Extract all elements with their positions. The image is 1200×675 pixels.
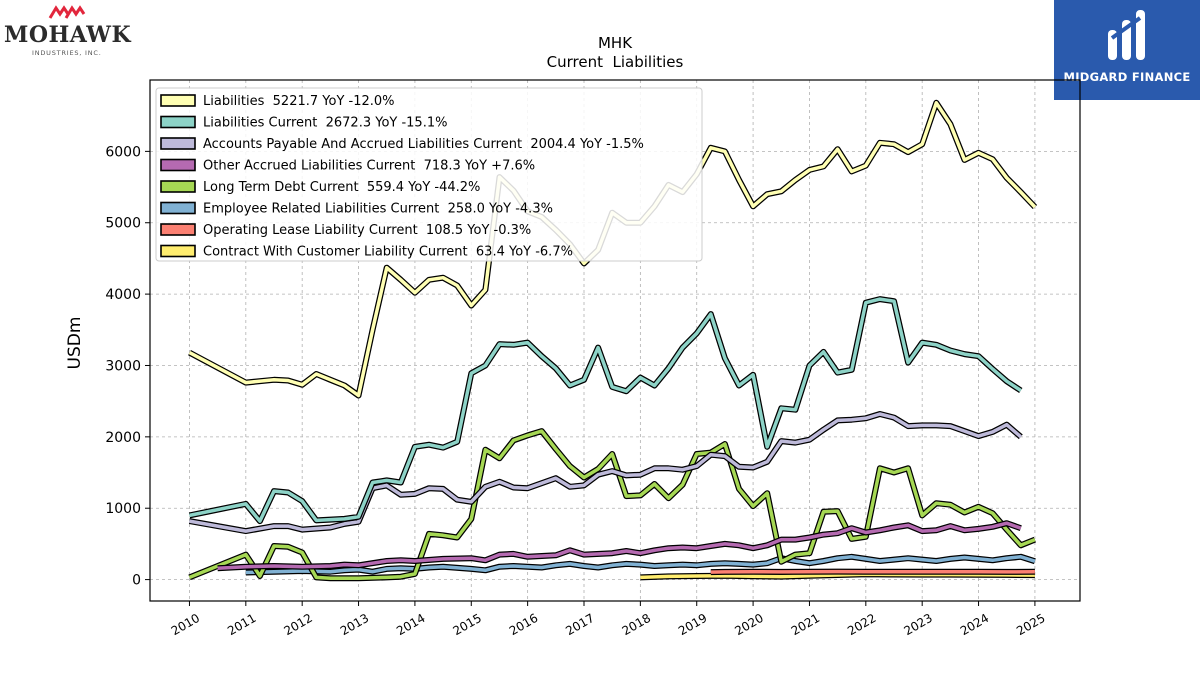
x-tick-label: 2016 xyxy=(507,611,540,638)
legend-entry: Operating Lease Liability Current 108.5 … xyxy=(203,223,531,238)
chart-subtitle: Current Liabilities xyxy=(547,53,684,71)
x-tick-label: 2024 xyxy=(958,611,991,638)
x-tick-label: 2013 xyxy=(338,611,371,638)
x-tick-label: 2020 xyxy=(732,611,765,638)
x-tick-label: 2010 xyxy=(169,611,202,638)
y-axis-label: USDm xyxy=(65,317,85,370)
series-lines xyxy=(188,99,1038,582)
legend-box xyxy=(155,87,703,262)
x-tick-label: 2025 xyxy=(1014,611,1047,638)
legend-entry: Liabilities 5221.7 YoY -12.0% xyxy=(203,94,395,109)
mohawk-logo: MOHAWK INDUSTRIES, INC. xyxy=(4,4,132,60)
x-tick-label: 2022 xyxy=(845,611,878,638)
y-tick-label: 0 xyxy=(132,573,141,589)
x-tick-label: 2011 xyxy=(225,611,258,638)
midgard-mark-icon xyxy=(1108,10,1145,60)
legend-swatch xyxy=(160,201,196,215)
legend-entry: Employee Related Liabilities Current 258… xyxy=(203,202,553,217)
legend-swatch xyxy=(160,137,196,150)
y-tick-label: 1000 xyxy=(105,501,141,517)
y-tick-label: 3000 xyxy=(105,358,141,374)
legend-swatch xyxy=(160,180,196,193)
y-tick-label: 4000 xyxy=(105,287,141,303)
series-line xyxy=(710,569,1035,574)
legend-swatch xyxy=(160,244,196,258)
mohawk-wordmark: MOHAWK xyxy=(4,22,132,48)
y-tick-label: 6000 xyxy=(105,144,141,160)
x-tick-label: 2018 xyxy=(620,611,653,638)
legend-entry: Other Accrued Liabilities Current 718.3 … xyxy=(203,159,535,174)
mohawk-mark-icon xyxy=(48,5,86,19)
midgard-finance-wordmark: MIDGARD FINANCE xyxy=(1063,70,1191,84)
chart-title: MHK xyxy=(598,34,633,52)
legend: Liabilities 5221.7 YoY -12.0% Liabilities… xyxy=(155,87,703,262)
x-tick-label: 2017 xyxy=(563,611,596,638)
legend-entry: Long Term Debt Current 559.4 YoY -44.2% xyxy=(203,180,480,195)
mohawk-subtitle: INDUSTRIES, INC. xyxy=(32,49,102,57)
series-line xyxy=(217,521,1022,570)
x-tick-label: 2014 xyxy=(394,611,427,638)
legend-swatch xyxy=(160,94,196,107)
legend-entry: Accounts Payable And Accrued Liabilities… xyxy=(203,137,644,152)
x-tick-label: 2019 xyxy=(676,611,709,638)
x-tick-label: 2012 xyxy=(281,611,314,638)
legend-entry: Liabilities Current 2672.3 YoY -15.1% xyxy=(203,116,447,131)
y-tick-label: 5000 xyxy=(105,216,141,232)
series-line-outline xyxy=(188,296,1023,525)
plot-frame xyxy=(149,79,1081,602)
legend-swatch xyxy=(160,158,196,172)
legend-swatch xyxy=(160,115,196,129)
series-line xyxy=(189,297,1022,523)
series-line xyxy=(189,412,1022,533)
midgard-finance-logo: MIDGARD FINANCE xyxy=(1054,0,1200,100)
legend-swatch xyxy=(160,223,196,236)
legend-entry: Contract With Customer Liability Current… xyxy=(203,245,573,260)
y-tick-label: 2000 xyxy=(105,430,141,446)
x-tick-label: 2015 xyxy=(451,611,484,638)
x-tick-label: 2023 xyxy=(901,611,934,638)
series-line xyxy=(245,555,1036,575)
x-tick-label: 2021 xyxy=(789,611,822,638)
series-line xyxy=(188,429,1036,580)
